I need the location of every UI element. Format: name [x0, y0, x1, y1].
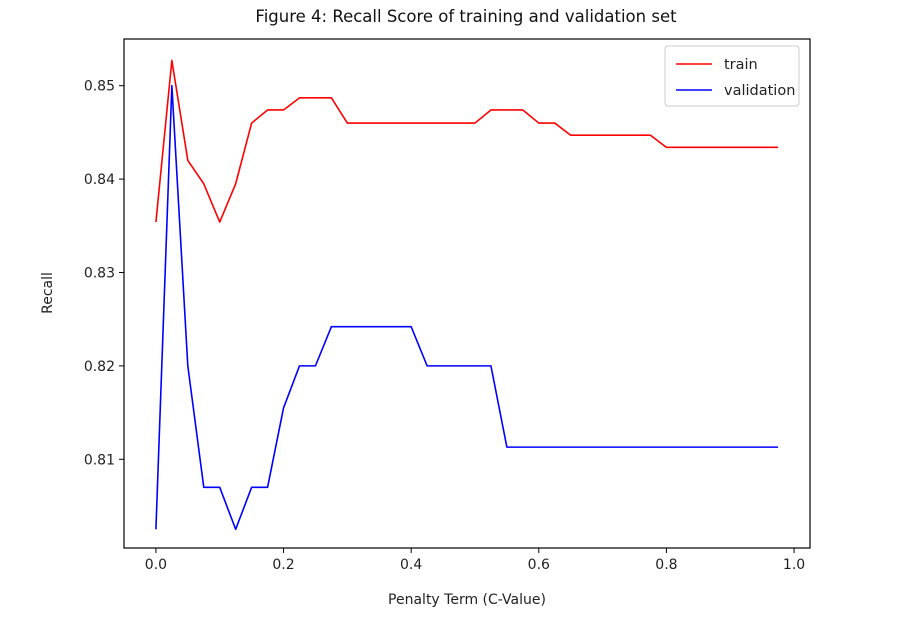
x-tick-label: 1.0 [783, 557, 805, 573]
y-axis: 0.81 0.82 0.83 0.84 0.85 [84, 79, 124, 468]
x-tick-label: 0.0 [145, 557, 167, 573]
plot-lines [155, 59, 779, 531]
legend: train validation [664, 45, 800, 107]
x-axis-label: Penalty Term (C-Value) [388, 592, 546, 608]
y-axis-label: Recall [40, 272, 56, 314]
x-tick-label: 0.4 [400, 557, 422, 573]
y-tick-label: 0.81 [84, 452, 115, 468]
legend-box [664, 45, 800, 107]
y-tick-label: 0.85 [84, 79, 115, 95]
y-tick-label: 0.83 [84, 265, 115, 281]
x-axis: 0.0 0.2 0.4 0.6 0.8 1.0 [145, 548, 805, 573]
y-tick-label: 0.84 [84, 172, 115, 188]
y-tick-label: 0.82 [84, 359, 115, 375]
series-line-validation [155, 84, 779, 531]
chart-title: Figure 4: Recall Score of training and v… [255, 7, 677, 26]
x-tick-label: 0.2 [272, 557, 294, 573]
x-tick-label: 0.6 [528, 557, 550, 573]
plot-frame [123, 38, 811, 549]
x-tick-label: 0.8 [655, 557, 677, 573]
series-line-train [155, 59, 779, 223]
legend-label-train: train [724, 57, 758, 73]
legend-label-validation: validation [724, 83, 795, 99]
